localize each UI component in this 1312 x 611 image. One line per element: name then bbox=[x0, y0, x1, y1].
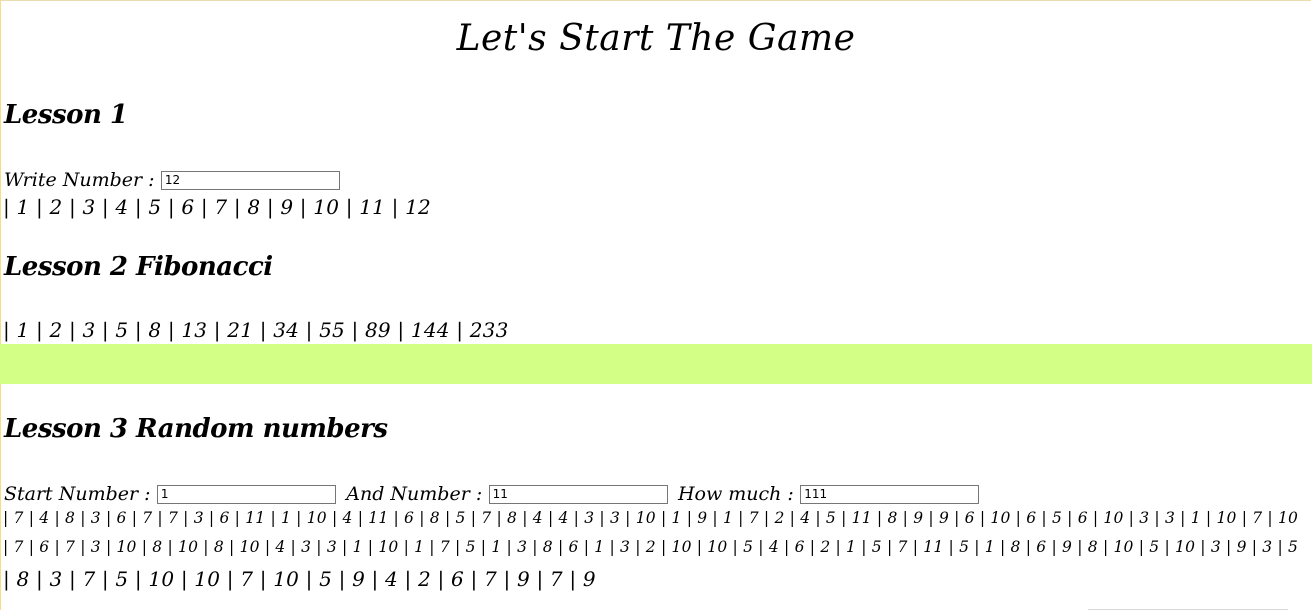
highlight-band bbox=[0, 344, 1312, 384]
page-title: Let's Start The Game bbox=[456, 18, 856, 59]
fibonacci-sequence: | 1 | 2 | 3 | 5 | 8 | 13 | 21 | 34 | 55 … bbox=[3, 318, 509, 342]
start-number-input[interactable] bbox=[156, 484, 336, 504]
random-numbers-line: | 7 | 6 | 7 | 3 | 10 | 8 | 10 | 8 | 10 |… bbox=[3, 538, 1299, 556]
scroll-edge bbox=[1088, 609, 1288, 610]
write-number-label: Write Number : bbox=[4, 169, 155, 191]
lesson-1-heading: Lesson 1 bbox=[4, 100, 128, 130]
lesson-2-heading: Lesson 2 Fibonacci bbox=[4, 252, 273, 282]
lesson-1-input-row: Write Number : bbox=[4, 167, 344, 191]
end-number-input[interactable] bbox=[488, 484, 668, 504]
lesson-1-sequence: | 1 | 2 | 3 | 4 | 5 | 6 | 7 | 8 | 9 | 10… bbox=[3, 195, 431, 219]
lesson-3-input-row: Start Number : And Number : How much : bbox=[4, 481, 983, 505]
random-numbers-line: | 8 | 3 | 7 | 5 | 10 | 10 | 7 | 10 | 5 |… bbox=[3, 567, 596, 591]
end-number-label: And Number : bbox=[346, 483, 483, 505]
how-much-input[interactable] bbox=[800, 484, 980, 504]
start-number-label: Start Number : bbox=[4, 483, 151, 505]
random-numbers-line: | 7 | 4 | 8 | 3 | 6 | 7 | 7 | 3 | 6 | 11… bbox=[3, 509, 1299, 527]
lesson-3-heading: Lesson 3 Random numbers bbox=[4, 414, 388, 444]
write-number-input[interactable] bbox=[160, 170, 340, 190]
how-much-label: How much : bbox=[677, 483, 794, 505]
